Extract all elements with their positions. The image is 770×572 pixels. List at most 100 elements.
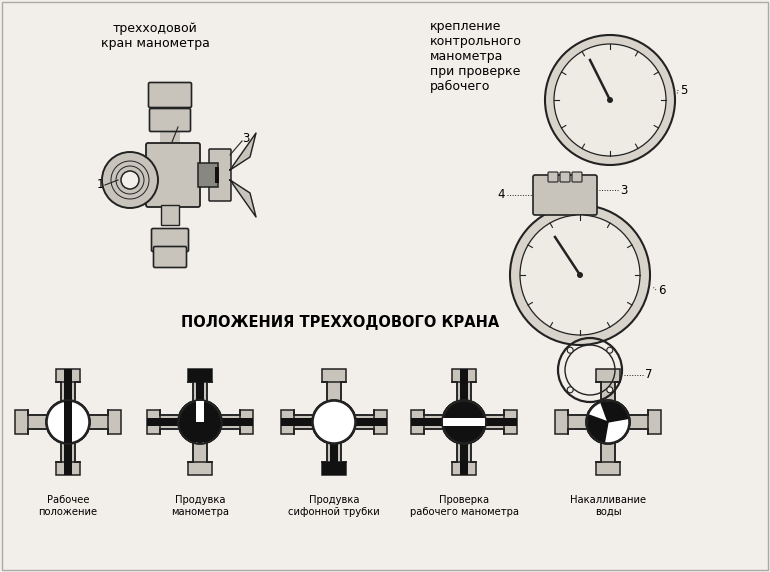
Bar <box>193 443 207 462</box>
Bar <box>240 410 253 434</box>
Text: ПОЛОЖЕНИЯ ТРЕХХОДОВОГО КРАНА: ПОЛОЖЕНИЯ ТРЕХХОДОВОГО КРАНА <box>181 315 499 329</box>
Text: Рабочее
положение: Рабочее положение <box>38 495 98 517</box>
Bar <box>193 382 207 401</box>
Circle shape <box>178 400 222 444</box>
Bar <box>322 462 346 475</box>
Bar <box>64 369 72 475</box>
Bar <box>568 415 586 429</box>
Circle shape <box>607 387 613 393</box>
Text: 6: 6 <box>658 284 665 296</box>
Bar <box>188 369 212 382</box>
FancyBboxPatch shape <box>152 228 189 252</box>
Bar <box>374 410 387 434</box>
FancyBboxPatch shape <box>209 149 231 201</box>
Circle shape <box>443 401 485 443</box>
Bar <box>322 369 346 382</box>
Bar <box>443 418 485 426</box>
Bar <box>356 415 374 429</box>
Bar <box>160 120 180 150</box>
FancyBboxPatch shape <box>572 172 582 182</box>
FancyBboxPatch shape <box>548 172 558 182</box>
Circle shape <box>577 272 583 278</box>
Text: Накалливание
воды: Накалливание воды <box>570 495 646 517</box>
Text: 3: 3 <box>620 184 628 197</box>
Bar <box>596 369 620 382</box>
Text: Проверка
рабочего манометра: Проверка рабочего манометра <box>410 495 518 517</box>
Circle shape <box>567 387 573 393</box>
Bar <box>601 382 615 401</box>
Bar <box>196 382 204 400</box>
Text: 5: 5 <box>680 84 688 97</box>
Bar <box>160 415 178 429</box>
Bar <box>196 401 203 443</box>
Bar <box>322 462 346 475</box>
Text: Продувка
сифонной трубки: Продувка сифонной трубки <box>288 495 380 517</box>
Bar <box>424 415 442 429</box>
Polygon shape <box>230 180 256 217</box>
Text: 2: 2 <box>180 114 188 127</box>
Text: 4: 4 <box>497 189 505 201</box>
Bar <box>61 443 75 462</box>
Bar <box>281 418 387 426</box>
Bar <box>601 443 615 462</box>
Bar <box>630 415 648 429</box>
Bar <box>460 369 468 475</box>
Circle shape <box>586 400 630 444</box>
Bar <box>15 410 28 434</box>
Text: 7: 7 <box>645 368 652 382</box>
Circle shape <box>587 401 629 443</box>
Circle shape <box>312 400 356 444</box>
Text: 1: 1 <box>96 178 104 192</box>
Polygon shape <box>601 402 628 422</box>
Bar <box>90 415 108 429</box>
Bar <box>411 410 424 434</box>
Bar <box>504 410 517 434</box>
Bar <box>61 382 75 401</box>
FancyBboxPatch shape <box>198 163 218 187</box>
Bar <box>222 415 240 429</box>
Text: 3: 3 <box>242 133 249 145</box>
Bar <box>188 462 212 475</box>
Bar <box>648 410 661 434</box>
Text: Продувка
манометра: Продувка манометра <box>171 495 229 517</box>
Polygon shape <box>230 133 256 170</box>
Bar <box>452 462 476 475</box>
Circle shape <box>442 400 486 444</box>
Circle shape <box>510 205 650 345</box>
Bar <box>327 382 341 401</box>
Circle shape <box>47 401 89 443</box>
Circle shape <box>545 35 675 165</box>
Circle shape <box>102 152 158 208</box>
Bar <box>56 369 80 382</box>
Wedge shape <box>179 422 221 443</box>
Bar <box>457 382 471 401</box>
Polygon shape <box>588 415 608 442</box>
Bar <box>555 410 568 434</box>
Bar <box>294 415 312 429</box>
Bar <box>452 369 476 382</box>
Bar <box>457 443 471 462</box>
FancyBboxPatch shape <box>149 109 190 132</box>
Circle shape <box>313 401 355 443</box>
Bar <box>28 415 46 429</box>
FancyBboxPatch shape <box>153 247 186 268</box>
Circle shape <box>179 401 221 443</box>
Circle shape <box>554 44 666 156</box>
Circle shape <box>121 171 139 189</box>
Circle shape <box>46 400 90 444</box>
Bar <box>161 205 179 225</box>
Bar <box>411 418 517 426</box>
Text: крепление
контрольного
манометра
при проверке
рабочего: крепление контрольного манометра при про… <box>430 20 522 93</box>
FancyBboxPatch shape <box>149 82 192 108</box>
Bar <box>147 418 253 426</box>
Bar <box>147 410 160 434</box>
FancyBboxPatch shape <box>560 172 570 182</box>
FancyBboxPatch shape <box>533 175 597 215</box>
Bar <box>330 444 338 462</box>
Bar <box>188 369 212 382</box>
Bar <box>486 415 504 429</box>
Bar <box>215 167 219 183</box>
Bar <box>56 462 80 475</box>
Circle shape <box>520 215 640 335</box>
FancyBboxPatch shape <box>146 143 200 207</box>
